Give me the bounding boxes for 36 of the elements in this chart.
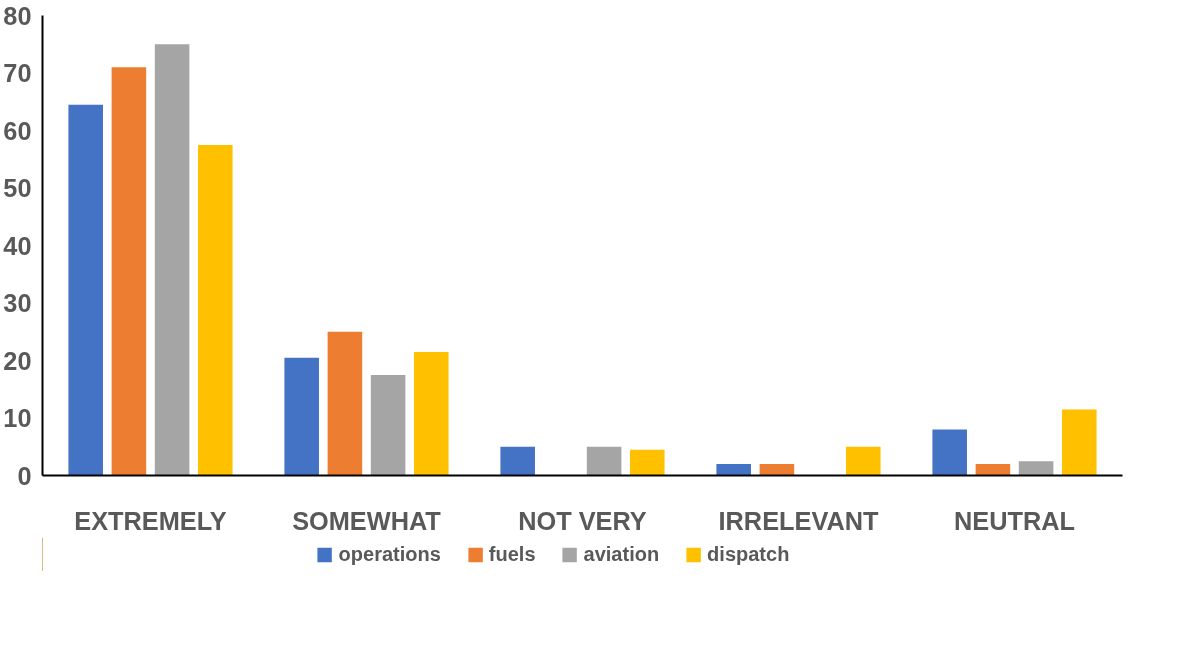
bar xyxy=(586,446,622,476)
y-tick-label: 0 xyxy=(17,461,32,490)
legend-label: aviation xyxy=(583,542,660,566)
x-tick-label: EXTREMELY xyxy=(74,506,227,535)
bar xyxy=(154,44,190,476)
y-tick-label: 70 xyxy=(3,59,32,87)
x-tick-label: SOMEWHAT xyxy=(292,506,442,535)
bar xyxy=(759,464,795,476)
bar xyxy=(1018,461,1054,476)
x-tick-label: NOT VERY xyxy=(518,506,647,535)
bar xyxy=(284,357,319,476)
y-tick-label: 40 xyxy=(3,231,32,260)
bar xyxy=(327,331,363,476)
bar xyxy=(975,464,1011,476)
bar xyxy=(716,464,751,476)
y-tick-label: 80 xyxy=(3,1,32,30)
y-tick-label: 60 xyxy=(3,116,32,145)
legend-label: fuels xyxy=(488,542,536,566)
bar xyxy=(500,446,535,476)
bar xyxy=(1062,409,1097,476)
y-tick-label: 30 xyxy=(3,289,32,317)
bar xyxy=(846,446,881,476)
bar xyxy=(68,104,103,476)
x-tick-label: NEUTRAL xyxy=(954,506,1076,535)
bar xyxy=(198,144,233,476)
y-tick-label: 50 xyxy=(3,174,32,202)
legend-label: dispatch xyxy=(707,542,790,566)
y-tick-label: 10 xyxy=(3,404,32,432)
bar xyxy=(932,429,967,476)
bar xyxy=(111,67,147,476)
x-tick-label: IRRELEVANT xyxy=(718,506,879,535)
bar xyxy=(630,449,665,476)
bar xyxy=(370,374,406,476)
bar xyxy=(414,351,449,476)
y-tick-label: 20 xyxy=(3,346,32,375)
legend-label: operations xyxy=(338,542,441,566)
